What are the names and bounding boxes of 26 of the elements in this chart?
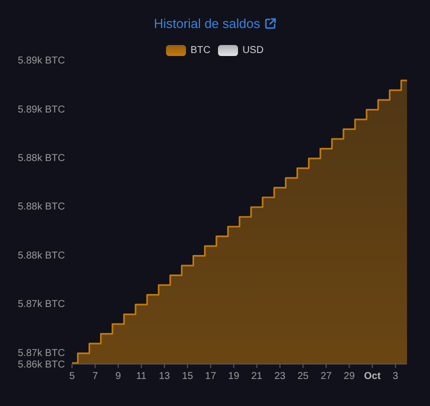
x-tick-label: 25 [297,371,310,382]
y-tick-label: 5.87k BTC [18,348,65,359]
y-tick-label: 5.88k BTC [18,152,65,164]
y-tick-label: 5.87k BTC [18,299,65,310]
x-tick-label: 29 [344,371,356,382]
x-tick-label: 27 [320,371,332,382]
chart-title: Historial de saldos [154,16,260,31]
x-tick-label: 7 [92,371,98,382]
x-tick-label: 15 [182,371,194,382]
x-tick-label: 19 [228,371,240,382]
y-tick-label: 5.89k BTC [18,104,65,116]
x-tick-label: 9 [115,371,122,382]
x-tick-label: 21 [251,371,263,382]
y-tick-label: 5.86k BTC [18,360,65,371]
y-tick-label: 5.89k BTC [18,56,65,67]
legend-label: BTC [190,45,210,56]
x-tick-label: Oct [364,371,382,382]
x-tick-label: 11 [136,371,147,382]
x-tick-label: 13 [158,371,170,382]
legend-label: USD [242,45,264,56]
x-tick-label: 23 [274,371,286,382]
x-tick-label: 17 [205,371,217,382]
x-tick-label: 5 [69,371,76,382]
y-tick-label: 5.88k BTC [18,202,65,213]
y-tick-label: 5.88k BTC [18,250,65,262]
x-tick-label: 3 [392,371,399,382]
